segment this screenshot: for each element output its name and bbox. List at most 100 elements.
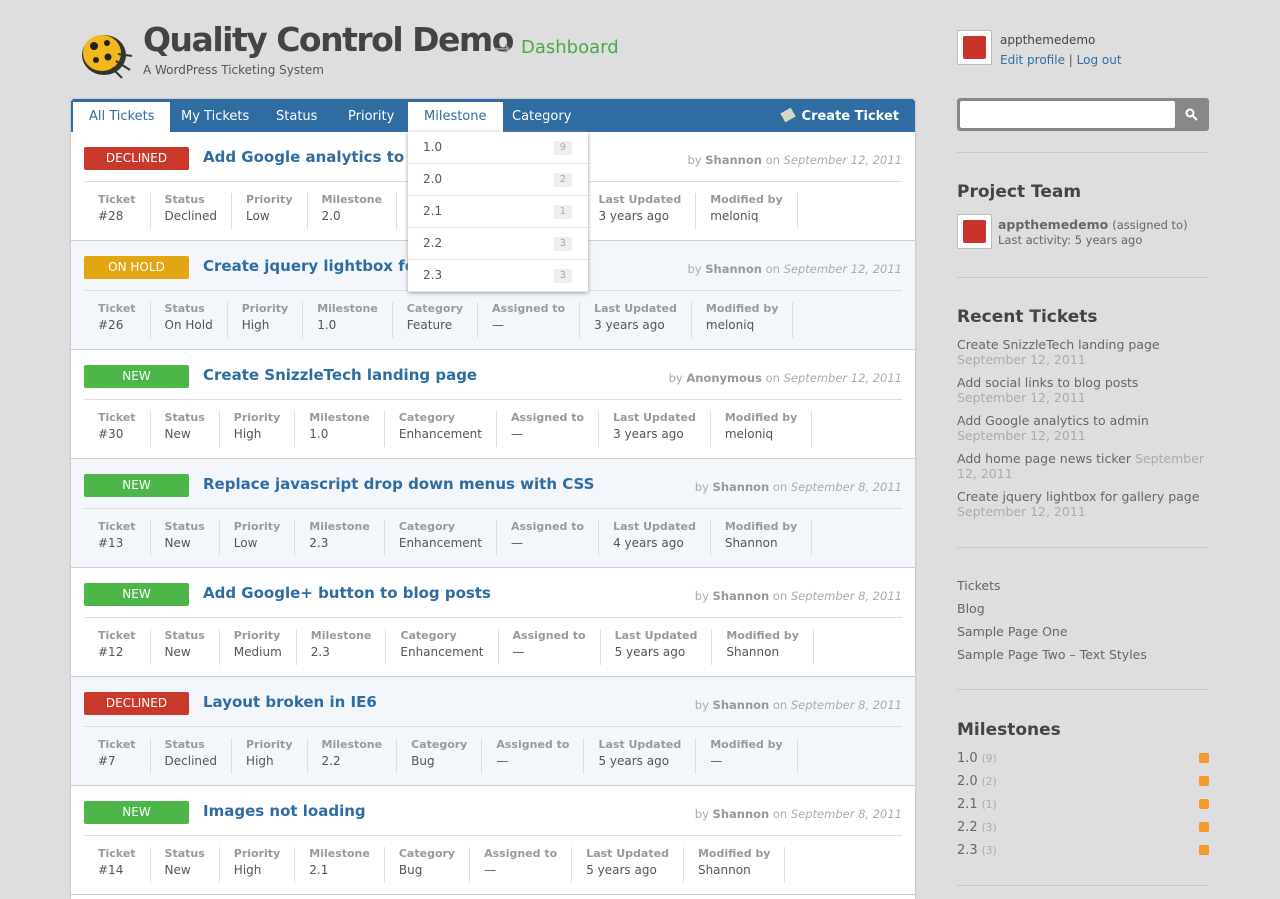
field: Modified by meloniq [711, 411, 813, 447]
field-value: #30 [98, 427, 124, 441]
section-heading: Recent Tickets [957, 307, 1098, 327]
field: Status New [151, 520, 220, 556]
field-label: Category [406, 302, 464, 315]
ticket-fields: Ticket #13 Status New Priority Low Milestone 2.… [84, 520, 813, 556]
field-label: Last Updated [613, 411, 696, 424]
field-value: Medium [233, 645, 282, 659]
field-value: 3 years ago [613, 427, 684, 441]
field-label: Ticket [98, 520, 136, 533]
page-link[interactable]: Blog [957, 601, 985, 616]
field-label: Last Updated [594, 302, 677, 315]
milestone-dropdown: 1.0 9 2.0 2 2.1 1 2.2 3 2.3 3 [408, 132, 588, 292]
recent-ticket-title[interactable]: Add social links to blog posts [957, 375, 1139, 390]
field-value: #7 [98, 754, 116, 768]
milestone: 1.0 (9) [957, 750, 997, 766]
menu-item-count: 2 [553, 173, 572, 187]
field: Priority Low [220, 520, 296, 556]
field: Category Enhancement [385, 411, 497, 447]
recent-ticket-title[interactable]: Add Google analytics to admin [957, 413, 1149, 428]
page-link[interactable]: Sample Page Two – Text Styles [957, 647, 1147, 662]
author: Shannon [712, 698, 770, 712]
date: September 8, 2011 [790, 480, 902, 494]
ticket-title[interactable]: Add Google+ button to blog posts [203, 584, 491, 602]
ticket-fields: Ticket #12 Status New Priority Medium Mileston… [84, 629, 814, 665]
rss-icon[interactable] [1199, 753, 1209, 763]
tab[interactable]: Category [512, 109, 572, 124]
search-button[interactable] [1185, 108, 1199, 122]
on-label: on [772, 589, 788, 603]
field: Last Updated 3 years ago [599, 411, 711, 447]
milestone-count: (3) [981, 822, 997, 834]
field: Status Declined [151, 193, 233, 229]
page-link[interactable]: Tickets [957, 578, 1001, 593]
milestone-name[interactable]: 2.1 [957, 797, 978, 812]
menu-item[interactable]: 2.3 3 [408, 260, 588, 292]
recent-ticket: Add social links to blog posts September… [957, 375, 1209, 405]
field-value: — [512, 645, 525, 659]
tagline: A WordPress Ticketing System [143, 63, 324, 77]
search-input[interactable] [960, 101, 1175, 128]
field-value: Declined [164, 209, 218, 223]
member-avatar [957, 214, 992, 249]
milestone-name[interactable]: 2.0 [957, 774, 978, 789]
ticket-title[interactable]: Replace javascript drop down menus with … [203, 475, 595, 493]
recent-ticket-title[interactable]: Create SnizzleTech landing page [957, 337, 1160, 352]
milestone-name[interactable]: 2.2 [957, 820, 978, 835]
field: Modified by Shannon [684, 847, 786, 883]
tab[interactable]: All Tickets [73, 102, 171, 132]
field-value: New [164, 536, 191, 550]
tab[interactable]: Milestone [408, 102, 503, 132]
field-label: Category [398, 520, 456, 533]
field: Milestone 2.2 [308, 738, 398, 774]
field: Modified by meloniq [696, 193, 798, 229]
date: September 8, 2011 [790, 698, 902, 712]
field: Assigned to — [497, 520, 600, 556]
field-value: Shannon [726, 645, 780, 659]
create-ticket-button[interactable]: Create Ticket [779, 99, 899, 134]
rss-icon[interactable] [1199, 822, 1209, 832]
breadcrumb[interactable]: Dashboard [521, 37, 619, 58]
milestone-name[interactable]: 2.3 [957, 843, 978, 858]
menu-item[interactable]: 2.1 1 [408, 196, 588, 228]
menu-item[interactable]: 2.2 3 [408, 228, 588, 260]
field-value: Enhancement [398, 427, 482, 441]
tab[interactable]: Priority [348, 109, 395, 124]
member-name[interactable]: appthemedemo [998, 217, 1109, 232]
field-label: Status [164, 629, 205, 642]
rss-icon[interactable] [1199, 776, 1209, 786]
menu-item[interactable]: 2.0 2 [408, 164, 588, 196]
edit-profile-link[interactable]: Edit profile [1000, 53, 1065, 67]
ticket-title[interactable]: Create SnizzleTech landing page [203, 366, 478, 384]
log-out-link[interactable]: Log out [1076, 53, 1122, 67]
field-value: meloniq [724, 427, 774, 441]
ticket-title[interactable]: Add Google analytics to admin [203, 148, 462, 166]
ticket-title[interactable]: Layout broken in IE6 [203, 693, 377, 711]
tab[interactable]: Status [276, 109, 318, 124]
menu-item[interactable]: 1.0 9 [408, 132, 588, 164]
logo-ladybug [82, 35, 133, 79]
field-value: 2.2 [321, 754, 341, 768]
field-label: Ticket [98, 738, 136, 751]
recent-ticket-title[interactable]: Create jquery lightbox for gallery page [957, 489, 1200, 504]
on-label: on [765, 262, 780, 276]
field-value: — [492, 318, 505, 332]
field: Milestone 2.3 [297, 629, 387, 665]
author: Shannon [712, 480, 770, 494]
rss-icon[interactable] [1199, 845, 1209, 855]
on-label: on [772, 480, 788, 494]
ticket-title[interactable]: Images not loading [203, 802, 366, 820]
page-link[interactable]: Sample Page One [957, 624, 1068, 639]
field-label: Priority [246, 738, 293, 751]
create-ticket-label: Create Ticket [801, 109, 899, 124]
status-badge: DECLINED [84, 692, 189, 715]
milestone-name[interactable]: 1.0 [957, 751, 978, 766]
tab[interactable]: My Tickets [181, 109, 250, 124]
ticket-fields: Ticket #28 Status Declined Priority Low Milest… [84, 193, 798, 229]
author: Shannon [712, 807, 770, 821]
field-label: Ticket [98, 411, 136, 424]
rss-icon[interactable] [1199, 799, 1209, 809]
recent-ticket: Create SnizzleTech landing page Septembe… [957, 337, 1209, 367]
field: Modified by — [696, 738, 798, 774]
recent-ticket-title[interactable]: Add home page news ticker [957, 451, 1131, 466]
breadcrumb-arrow: → [494, 36, 511, 60]
